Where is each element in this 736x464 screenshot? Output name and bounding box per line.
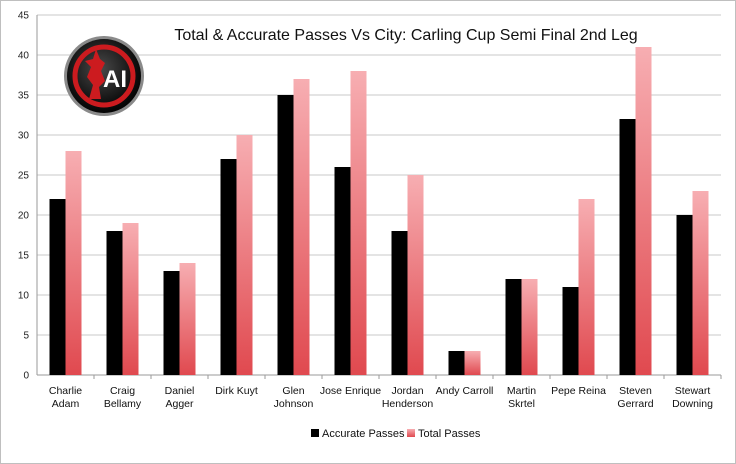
bar-accurate-passes [49, 199, 66, 375]
bar-accurate-passes [106, 231, 123, 375]
bar-accurate-passes [391, 231, 408, 375]
bar-total-passes [692, 191, 709, 375]
y-tick-label: 45 [18, 11, 30, 22]
bar-total-passes [65, 151, 82, 375]
x-category-label: Jose Enrique [320, 385, 381, 397]
x-category-label: Martin Skrtel [507, 385, 536, 410]
bar-total-passes [122, 223, 139, 375]
bar-accurate-passes [163, 271, 180, 375]
bar-total-passes [521, 279, 538, 375]
y-tick-label: 40 [18, 51, 30, 62]
x-category-label: Stewart Downing [672, 385, 713, 410]
y-tick-label: 25 [18, 171, 30, 182]
bar-total-passes [350, 71, 367, 375]
bar-total-passes [464, 351, 481, 375]
y-tick-label: 20 [18, 211, 30, 222]
legend-label: Accurate Passes [322, 428, 405, 440]
x-category-label: Steven Gerrard [617, 385, 653, 410]
legend-swatch [311, 429, 319, 437]
bar-total-passes [635, 47, 652, 375]
logo-text: AI [103, 66, 127, 93]
y-tick-label: 15 [18, 251, 30, 262]
bar-accurate-passes [676, 215, 693, 375]
bar-accurate-passes [562, 287, 579, 375]
lfc-logo: AI [64, 36, 144, 116]
bar-accurate-passes [619, 119, 636, 375]
x-category-label: Pepe Reina [551, 385, 606, 397]
x-category-label: Andy Carroll [436, 385, 494, 397]
x-category-label: Dirk Kuyt [215, 385, 258, 397]
x-category-label: Jordan Henderson [382, 385, 434, 410]
x-category-label: Glen Johnson [274, 385, 314, 410]
liver-bird-icon [85, 49, 105, 99]
x-category-label: Daniel Agger [165, 385, 195, 410]
legend-swatch [407, 429, 415, 437]
x-category-label: Craig Bellamy [104, 385, 142, 410]
y-tick-label: 35 [18, 91, 30, 102]
y-tick-label: 0 [23, 371, 29, 382]
bar-total-passes [236, 135, 253, 375]
y-tick-label: 10 [18, 291, 30, 302]
logo-ring [72, 44, 136, 108]
legend-label: Total Passes [418, 428, 481, 440]
bar-total-passes [293, 79, 310, 375]
bar-accurate-passes [505, 279, 522, 375]
y-tick-label: 5 [23, 331, 29, 342]
bar-accurate-passes [277, 95, 294, 375]
chart-title: Total & Accurate Passes Vs City: Carling… [174, 27, 637, 44]
bar-total-passes [179, 263, 196, 375]
y-tick-label: 30 [18, 131, 30, 142]
x-category-label: Charlie Adam [49, 385, 82, 410]
bar-accurate-passes [448, 351, 465, 375]
bar-accurate-passes [220, 159, 237, 375]
bar-total-passes [578, 199, 595, 375]
bar-accurate-passes [334, 167, 351, 375]
bar-total-passes [407, 175, 424, 375]
